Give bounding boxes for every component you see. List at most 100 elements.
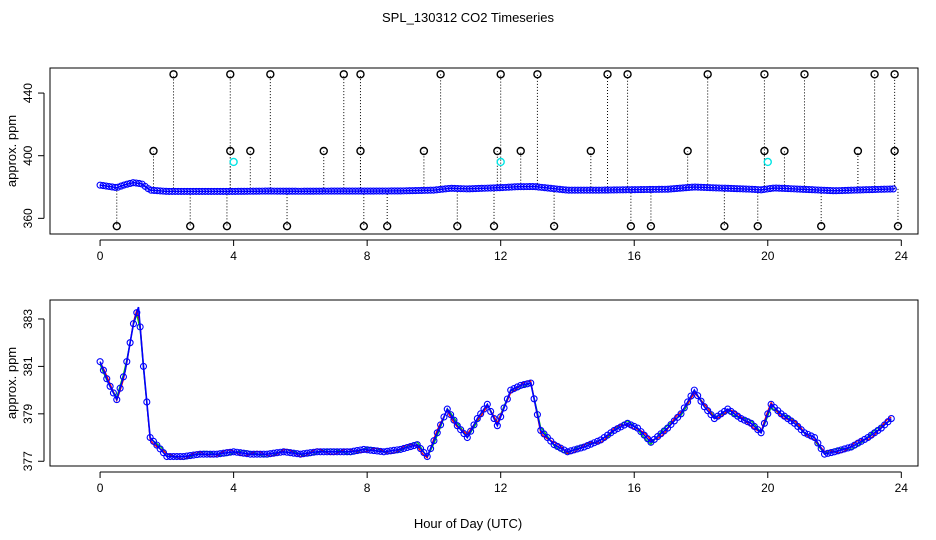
bottom-point: [477, 410, 485, 418]
bottom-point: [587, 440, 595, 448]
bottom-axes: 0 4 8 12 16 20 24 377 379 381 383: [21, 309, 908, 495]
bottom-point: [837, 446, 845, 454]
bottom-point: [270, 449, 278, 457]
bottom-point: [240, 449, 248, 457]
outliers-high-point: [890, 70, 899, 79]
outliers-high-point: [436, 70, 445, 79]
bottom-point: [360, 445, 368, 453]
bottom-point: [216, 450, 224, 458]
bottom-point: [764, 410, 772, 418]
outliers-mid-point: [356, 146, 365, 156]
bottom-point: [620, 421, 628, 429]
bottom-point: [336, 448, 344, 456]
bottom-point: [356, 446, 365, 454]
bottom-point: [507, 386, 515, 394]
x-axis-label: Hour of Day (UTC): [414, 516, 522, 531]
bottom-point: [627, 421, 635, 429]
outliers-low-point: [816, 221, 826, 231]
bottom-point: [290, 449, 298, 457]
bottom-point: [433, 429, 441, 437]
bottom-point: [487, 407, 495, 416]
bottom-point: [523, 380, 531, 388]
bottom-point: [340, 448, 348, 456]
bottom-point: [533, 411, 541, 419]
bottom-point: [223, 449, 231, 457]
bottom-point: [363, 446, 371, 454]
bottom-point: [306, 449, 314, 457]
bottom-point: [480, 405, 488, 413]
bottom-point: [834, 447, 842, 455]
outliers-low-point: [453, 221, 462, 231]
bottom-point: [513, 383, 521, 391]
bottom-point: [470, 421, 478, 429]
outliers-high-point: [703, 70, 712, 79]
bottom-point: [186, 452, 194, 460]
bottom-point: [740, 416, 748, 424]
bottom-point: [206, 450, 214, 458]
bottom-point: [677, 410, 685, 418]
bottom-point: [517, 381, 525, 389]
bottom-point: [467, 427, 475, 435]
bottom-point: [617, 423, 625, 431]
bottom-point: [684, 398, 692, 406]
bottom-point: [123, 358, 131, 366]
bottom-ylabel: approx. ppm: [4, 347, 19, 419]
top-ylabel: approx. ppm: [4, 115, 19, 187]
bottom-point: [383, 447, 391, 455]
bottom-point: [567, 447, 575, 455]
bottom-point: [353, 447, 361, 455]
bottom-point: [557, 444, 565, 452]
bottom-y-tick-label: 379: [21, 403, 35, 423]
bottom-point: [346, 448, 355, 456]
bottom-series-line: [99, 306, 892, 459]
bottom-point: [497, 413, 505, 421]
bottom-point: [250, 450, 258, 458]
outliers-high-point: [496, 70, 505, 79]
bottom-point: [403, 443, 411, 452]
bottom-point: [560, 446, 568, 454]
outliers-mid-point: [683, 146, 692, 156]
outliers-mid-point: [493, 146, 502, 156]
bottom-point: [760, 419, 768, 427]
bottom-point: [390, 446, 398, 454]
bottom-point: [323, 448, 331, 456]
outliers-low-point: [112, 221, 121, 231]
outliers-low-point: [549, 221, 559, 231]
bottom-point: [440, 413, 448, 421]
bottom-point: [500, 404, 508, 412]
bottom-point: [490, 415, 498, 423]
bottom-point: [169, 452, 178, 461]
bottom-point: [443, 405, 451, 413]
bottom-point: [483, 400, 491, 408]
bottom-point: [260, 450, 268, 458]
bottom-point: [296, 450, 304, 458]
bottom-x-tick-label: 16: [628, 481, 642, 495]
outliers-low-point: [186, 221, 195, 231]
outliers-high-point: [603, 70, 612, 79]
bottom-point: [183, 452, 191, 460]
bottom-point: [630, 422, 638, 431]
bottom-point: [817, 445, 825, 453]
bottom-point: [827, 449, 835, 457]
bottom-x-tick-label: 4: [230, 481, 237, 495]
bottom-point: [253, 450, 261, 458]
flagged-point: [229, 157, 238, 167]
bottom-point: [386, 447, 395, 455]
bottom-point: [119, 373, 127, 381]
bottom-point: [190, 451, 198, 459]
top-series-line: [99, 181, 895, 193]
bottom-point: [280, 448, 288, 456]
bottom-point: [400, 444, 408, 453]
outliers-high-point: [800, 70, 809, 79]
bottom-point: [326, 448, 334, 456]
bottom-point: [370, 447, 378, 455]
bottom-point: [316, 448, 324, 456]
bottom-point: [266, 450, 274, 458]
bottom-point: [410, 442, 418, 450]
outliers-mid-point: [586, 146, 596, 156]
bottom-point: [804, 430, 812, 438]
bottom-point: [233, 448, 241, 456]
outliers-low-point: [893, 221, 903, 231]
bottom-point: [99, 366, 107, 374]
